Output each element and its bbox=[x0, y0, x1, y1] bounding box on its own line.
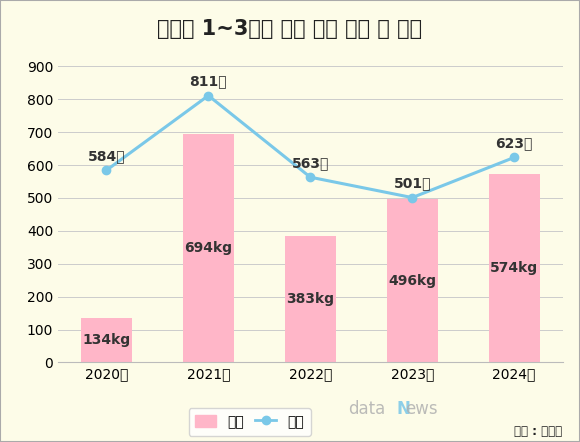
Bar bbox=[387, 199, 438, 362]
Bar bbox=[183, 134, 234, 362]
Bar bbox=[489, 174, 539, 362]
Text: 383kg: 383kg bbox=[287, 293, 334, 306]
Bar bbox=[81, 318, 132, 362]
Text: 584건: 584건 bbox=[88, 149, 125, 163]
Legend: 중량, 건수: 중량, 건수 bbox=[188, 408, 311, 436]
Text: 496kg: 496kg bbox=[388, 274, 436, 288]
Text: 574kg: 574kg bbox=[490, 261, 538, 275]
Text: 623건: 623건 bbox=[495, 136, 533, 150]
Text: 자료 : 관세청: 자료 : 관세청 bbox=[514, 425, 563, 438]
Text: 694kg: 694kg bbox=[184, 241, 233, 255]
Text: 811건: 811건 bbox=[190, 74, 227, 88]
Text: data: data bbox=[348, 400, 385, 418]
Text: 501건: 501건 bbox=[393, 176, 431, 191]
Text: ews: ews bbox=[405, 400, 438, 418]
Text: N: N bbox=[396, 400, 410, 418]
Text: 연도별 1~3분기 마약 적발 건수 및 중량: 연도별 1~3분기 마약 적발 건수 및 중량 bbox=[157, 19, 423, 39]
Text: 134kg: 134kg bbox=[82, 333, 130, 347]
Bar bbox=[285, 236, 336, 362]
Text: 563건: 563건 bbox=[292, 156, 329, 170]
